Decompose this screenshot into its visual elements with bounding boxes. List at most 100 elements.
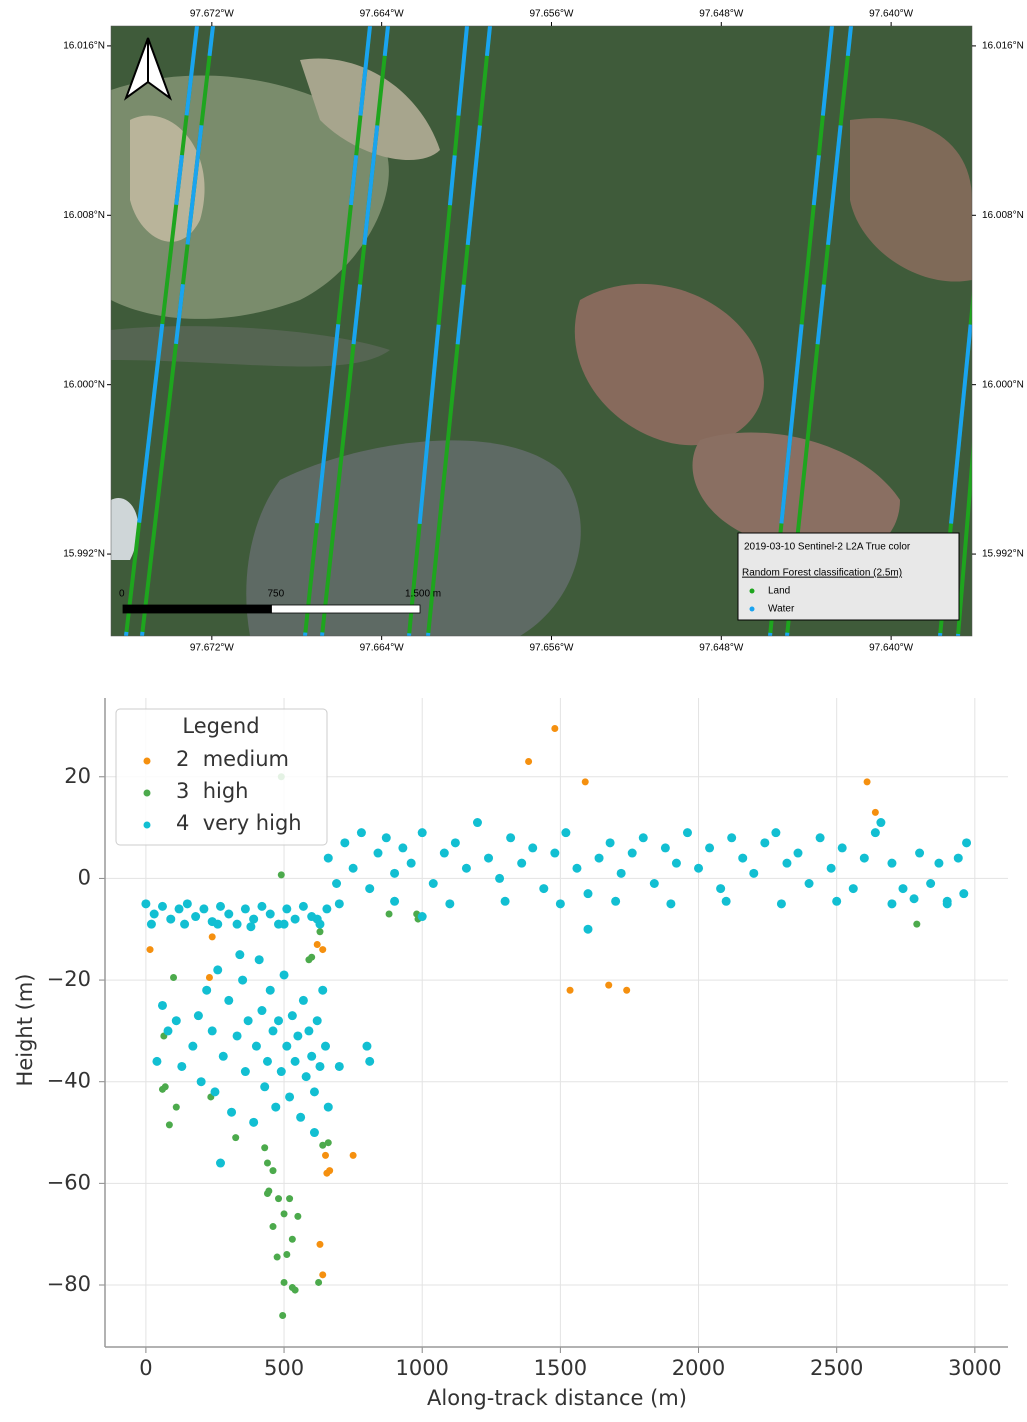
map-background bbox=[111, 26, 972, 636]
point bbox=[572, 863, 582, 873]
point bbox=[332, 879, 342, 889]
point bbox=[682, 828, 692, 838]
point bbox=[316, 928, 324, 936]
point bbox=[528, 843, 538, 853]
tracks bbox=[124, 26, 972, 636]
point bbox=[216, 901, 225, 911]
point bbox=[251, 1041, 261, 1051]
point bbox=[304, 1026, 314, 1036]
point bbox=[224, 995, 234, 1005]
point bbox=[182, 899, 192, 909]
point bbox=[555, 899, 565, 909]
track-water bbox=[938, 290, 972, 636]
point bbox=[246, 922, 256, 932]
point bbox=[307, 1051, 317, 1061]
x-tick-label: 0 bbox=[139, 1356, 152, 1380]
point bbox=[279, 970, 289, 980]
point bbox=[265, 985, 275, 995]
point bbox=[265, 909, 275, 919]
legend-marker bbox=[143, 789, 151, 797]
point bbox=[863, 778, 871, 786]
point bbox=[305, 956, 313, 964]
track-water bbox=[768, 26, 834, 636]
x-tick-label: 3000 bbox=[948, 1356, 1001, 1380]
y-axis-label: Height (m) bbox=[13, 974, 37, 1087]
point bbox=[269, 1223, 277, 1231]
point bbox=[406, 858, 416, 868]
point bbox=[871, 808, 879, 816]
point bbox=[793, 848, 803, 858]
point bbox=[581, 778, 589, 786]
point bbox=[218, 1051, 228, 1061]
point bbox=[887, 858, 897, 868]
point bbox=[334, 899, 344, 909]
point bbox=[323, 853, 333, 863]
point bbox=[326, 1167, 334, 1175]
point bbox=[296, 1112, 306, 1122]
point bbox=[249, 914, 259, 924]
point bbox=[321, 1041, 330, 1051]
y-tick-label: 0 bbox=[78, 865, 91, 889]
point bbox=[611, 896, 621, 906]
point bbox=[926, 879, 936, 889]
point bbox=[293, 1031, 303, 1041]
point bbox=[876, 818, 886, 828]
point bbox=[210, 1087, 220, 1097]
point bbox=[666, 899, 676, 909]
legend-marker bbox=[749, 588, 755, 594]
legend-label: Water bbox=[768, 604, 795, 615]
point bbox=[381, 833, 391, 843]
point bbox=[288, 1235, 296, 1243]
x-tick-label: 97.664°W bbox=[360, 9, 405, 20]
point bbox=[365, 1056, 375, 1066]
point bbox=[277, 871, 285, 879]
y-tick-label: 16.016°N bbox=[982, 41, 1024, 52]
legend-label: 4 very high bbox=[176, 811, 302, 835]
point bbox=[268, 1026, 278, 1036]
y-tick-label: 16.008°N bbox=[63, 210, 105, 221]
x-tick-label: 2500 bbox=[810, 1356, 863, 1380]
point bbox=[439, 848, 449, 858]
point bbox=[254, 955, 264, 965]
point bbox=[804, 879, 814, 889]
point bbox=[566, 986, 574, 994]
legend-marker bbox=[143, 757, 151, 765]
point bbox=[261, 1144, 269, 1152]
point bbox=[484, 853, 494, 863]
point bbox=[551, 724, 559, 732]
track-water bbox=[124, 26, 199, 636]
y-tick-label: 15.992°N bbox=[63, 549, 105, 560]
y-tick-label: 16.000°N bbox=[982, 379, 1024, 390]
point bbox=[290, 1056, 300, 1066]
y-tick-label: −60 bbox=[47, 1170, 91, 1194]
point bbox=[232, 1134, 240, 1142]
point bbox=[716, 884, 726, 894]
track-water bbox=[320, 26, 390, 636]
point bbox=[583, 924, 593, 934]
point bbox=[315, 1278, 323, 1286]
point bbox=[257, 1006, 267, 1016]
point bbox=[262, 1056, 272, 1066]
point bbox=[727, 833, 737, 843]
point bbox=[898, 884, 908, 894]
point bbox=[213, 919, 223, 929]
x-tick-label: 500 bbox=[264, 1356, 304, 1380]
y-tick-label: 16.000°N bbox=[63, 379, 105, 390]
point bbox=[616, 868, 626, 878]
point bbox=[506, 833, 516, 843]
point bbox=[285, 1092, 295, 1102]
point bbox=[500, 896, 510, 906]
point bbox=[157, 1000, 167, 1010]
point bbox=[362, 1041, 372, 1051]
y-tick-label: 15.992°N bbox=[982, 549, 1024, 560]
y-tick-label: 16.008°N bbox=[982, 210, 1024, 221]
point bbox=[283, 1251, 291, 1259]
point bbox=[365, 884, 375, 894]
point bbox=[583, 889, 593, 899]
point bbox=[257, 901, 267, 911]
point bbox=[472, 818, 482, 828]
point bbox=[279, 1311, 287, 1319]
point bbox=[445, 899, 455, 909]
point bbox=[269, 1167, 277, 1175]
